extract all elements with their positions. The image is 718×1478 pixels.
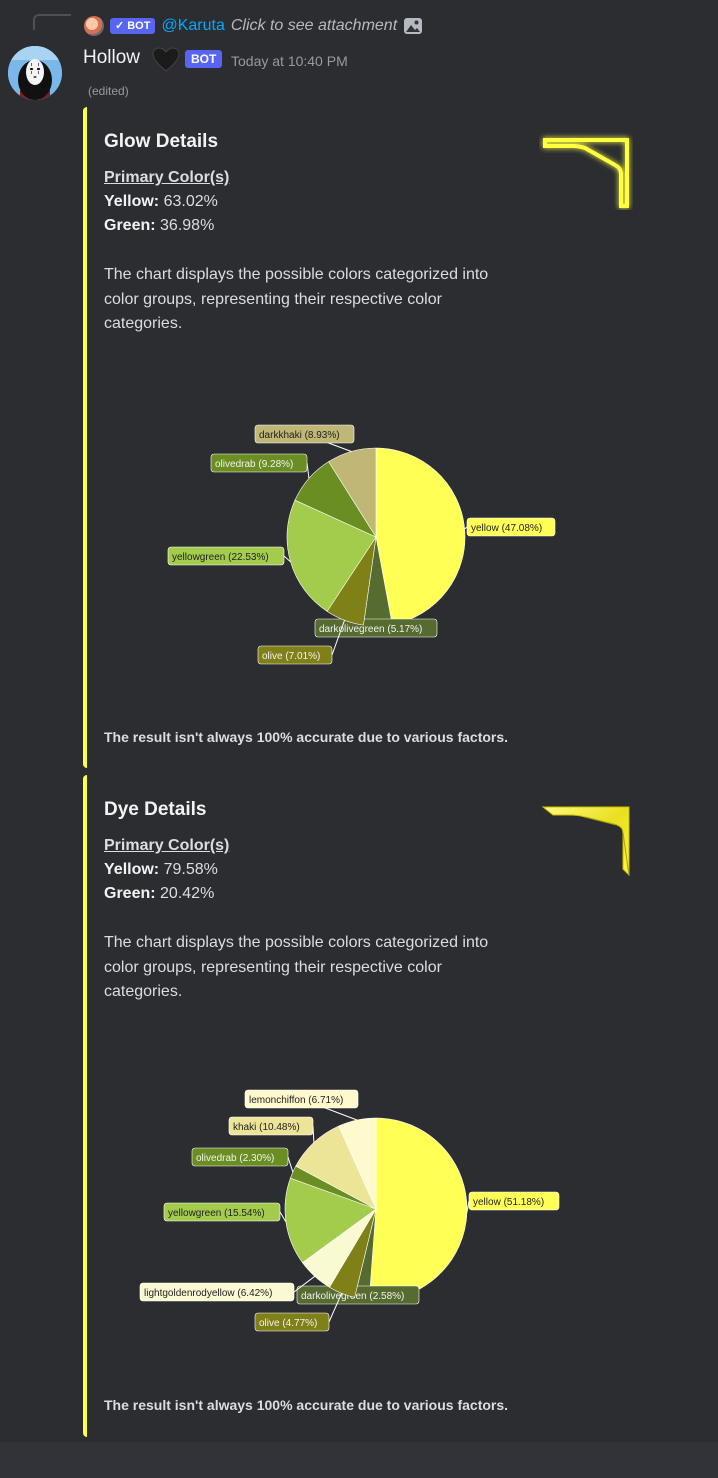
- embed-description: The chart displays the possible colors c…: [104, 266, 489, 332]
- color-label: Yellow:: [104, 193, 160, 210]
- leader-line-yellow: [464, 526, 468, 530]
- primary-color-line: Green: 36.98%: [104, 217, 214, 235]
- embed-card: Glow Details Primary Color(s) Yellow: 63…: [87, 107, 661, 768]
- leader-line-yellowgreen: [279, 1211, 287, 1223]
- pie-slice-yellow: [368, 1117, 468, 1301]
- svg-text:darkolivegreen (5.17%): darkolivegreen (5.17%): [319, 624, 422, 635]
- pie-label-yellowgreen: yellowgreen (22.53%): [167, 546, 285, 566]
- dye-pie-chart: yellow (51.18%) darkolivegreen (2.58%) oli…: [139, 1089, 560, 1332]
- bot-badge: BOT: [185, 50, 223, 68]
- glow-pie-chart: yellow (47.08%) darkolivegreen (5.17%) oli…: [167, 424, 556, 665]
- leader-line-olivedrab: [287, 1156, 294, 1173]
- color-label: Green:: [104, 885, 156, 902]
- leader-line-olivedrab: [306, 462, 310, 479]
- svg-text:darkkhaki (8.93%): darkkhaki (8.93%): [259, 430, 340, 441]
- pie-label-yellow: yellow (51.18%): [468, 1191, 560, 1211]
- bottom-strip: [0, 1442, 718, 1478]
- top-strip: [0, 0, 718, 9]
- pie-label-yellowgreen: yellowgreen (15.54%): [163, 1202, 281, 1222]
- dye-frame-thumbnail-icon[interactable]: [539, 803, 633, 881]
- timestamp[interactable]: Today at 10:40 PM: [231, 53, 348, 69]
- reply-bot-badge-label: BOT: [127, 20, 151, 32]
- no-face-avatar-icon: [8, 46, 62, 100]
- leader-line-olive: [331, 620, 345, 656]
- svg-text:yellow (47.08%): yellow (47.08%): [471, 523, 542, 534]
- edited-label: (edited): [88, 84, 129, 98]
- reply-preview[interactable]: ✓ BOT @Karuta Click to see attachment: [84, 14, 423, 38]
- reply-text[interactable]: Click to see attachment: [230, 17, 398, 34]
- dye-details-embed: Dye Details Primary Color(s) Yellow: 79.…: [83, 775, 661, 1437]
- svg-text:yellowgreen (22.53%): yellowgreen (22.53%): [172, 552, 269, 563]
- pie-slice-yellow: [375, 447, 466, 625]
- pie-label-olive: olive (4.77%): [254, 1312, 330, 1332]
- svg-text:olive (4.77%): olive (4.77%): [259, 1318, 317, 1329]
- svg-text:yellowgreen (15.54%): yellowgreen (15.54%): [168, 1208, 265, 1219]
- svg-text:yellow (51.18%): yellow (51.18%): [473, 1197, 544, 1208]
- color-value: 36.98%: [160, 217, 215, 234]
- leader-line-olive: [328, 1293, 343, 1323]
- glow-frame-thumbnail-icon[interactable]: [539, 132, 633, 210]
- embed-title: Glow Details: [104, 131, 219, 152]
- color-label: Green:: [104, 217, 156, 234]
- leader-line-yellow: [466, 1200, 470, 1213]
- pie-label-olive: olive (7.01%): [257, 645, 333, 665]
- primary-color-line: Yellow: 63.02%: [104, 193, 218, 211]
- embed-description: The chart displays the possible colors c…: [104, 934, 489, 1000]
- pie-slice-lemonchiffon: [338, 1117, 377, 1210]
- svg-text:khaki (10.48%): khaki (10.48%): [233, 1122, 300, 1133]
- replied-user-avatar[interactable]: [84, 16, 104, 36]
- svg-text:olivedrab (2.30%): olivedrab (2.30%): [196, 1153, 274, 1164]
- leader-line-yellowgreen: [283, 555, 291, 563]
- embed-footer: The result isn't always 100% accurate du…: [104, 729, 509, 745]
- primary-color-line: Green: 20.42%: [104, 885, 214, 903]
- pie-label-darkkhaki: darkkhaki (8.93%): [254, 424, 355, 444]
- svg-text:lightgoldenrodyellow (6.42%): lightgoldenrodyellow (6.42%): [144, 1288, 272, 1299]
- embed-subtitle: Primary Color(s): [104, 837, 230, 854]
- svg-text:lemonchiffon (6.71%): lemonchiffon (6.71%): [249, 1095, 343, 1106]
- pie-label-darkolivegreen: darkolivegreen (2.58%): [296, 1285, 420, 1305]
- embed-footer: The result isn't always 100% accurate du…: [104, 1397, 509, 1413]
- reply-mention[interactable]: @Karuta: [161, 17, 225, 34]
- glow-details-embed: Glow Details Primary Color(s) Yellow: 63…: [83, 107, 661, 768]
- verified-check-icon: ✓: [115, 20, 125, 32]
- pie-label-darkolivegreen: darkolivegreen (5.17%): [314, 618, 438, 638]
- pie-label-lemonchiffon: lemonchiffon (6.71%): [244, 1089, 359, 1109]
- pie-label-lightgoldenrodyellow: lightgoldenrodyellow (6.42%): [139, 1282, 295, 1302]
- embed-card: Dye Details Primary Color(s) Yellow: 79.…: [87, 775, 661, 1437]
- pie-slice-darkkhaki: [328, 447, 377, 539]
- black-heart-icon: [152, 47, 180, 72]
- image-icon: [404, 18, 423, 34]
- color-label: Yellow:: [104, 861, 160, 878]
- embed-subtitle: Primary Color(s): [104, 169, 230, 186]
- svg-text:olivedrab (9.28%): olivedrab (9.28%): [215, 459, 293, 470]
- primary-color-line: Yellow: 79.58%: [104, 861, 218, 879]
- pie-label-khaki: khaki (10.48%): [228, 1116, 314, 1136]
- reply-bot-badge: ✓ BOT: [110, 18, 156, 34]
- color-value: 63.02%: [163, 193, 218, 210]
- pie-label-yellow: yellow (47.08%): [466, 517, 556, 537]
- embed-title: Dye Details: [104, 799, 207, 820]
- svg-text:olive (7.01%): olive (7.01%): [262, 651, 320, 662]
- leader-line-lightgoldenrodyellow: [293, 1275, 316, 1293]
- user-avatar[interactable]: [8, 46, 62, 100]
- pie-label-olivedrab: olivedrab (2.30%): [191, 1147, 289, 1167]
- pie-label-olivedrab: olivedrab (9.28%): [210, 453, 308, 473]
- username[interactable]: Hollow: [83, 47, 141, 68]
- color-value: 20.42%: [160, 885, 215, 902]
- reply-spine: [33, 14, 71, 30]
- color-value: 79.58%: [163, 861, 218, 878]
- pie-slice-yellowgreen: [286, 499, 377, 612]
